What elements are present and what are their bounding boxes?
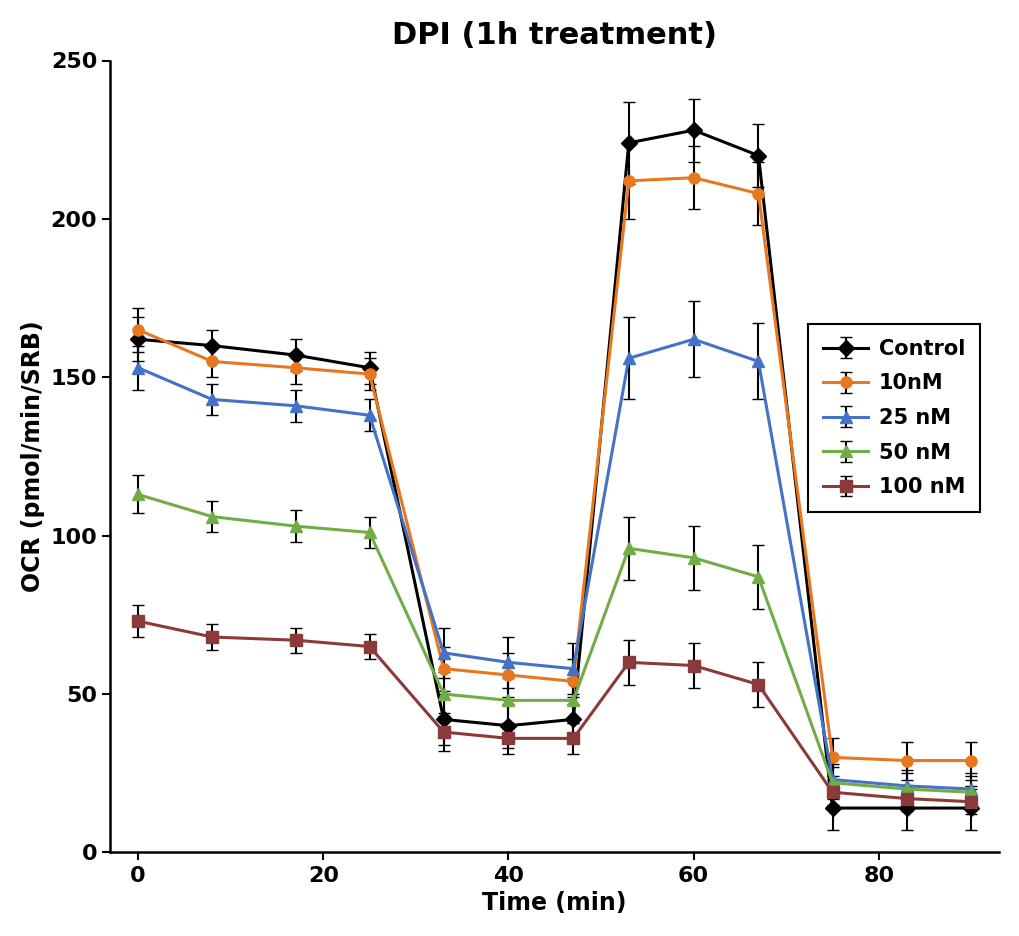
Legend: Control, 10nM, 25 nM, 50 nM, 100 nM: Control, 10nM, 25 nM, 50 nM, 100 nM <box>807 325 979 512</box>
Title: DPI (1h treatment): DPI (1h treatment) <box>392 21 716 50</box>
Y-axis label: OCR (pmol/min/SRB): OCR (pmol/min/SRB) <box>20 321 45 592</box>
X-axis label: Time (min): Time (min) <box>482 891 627 915</box>
